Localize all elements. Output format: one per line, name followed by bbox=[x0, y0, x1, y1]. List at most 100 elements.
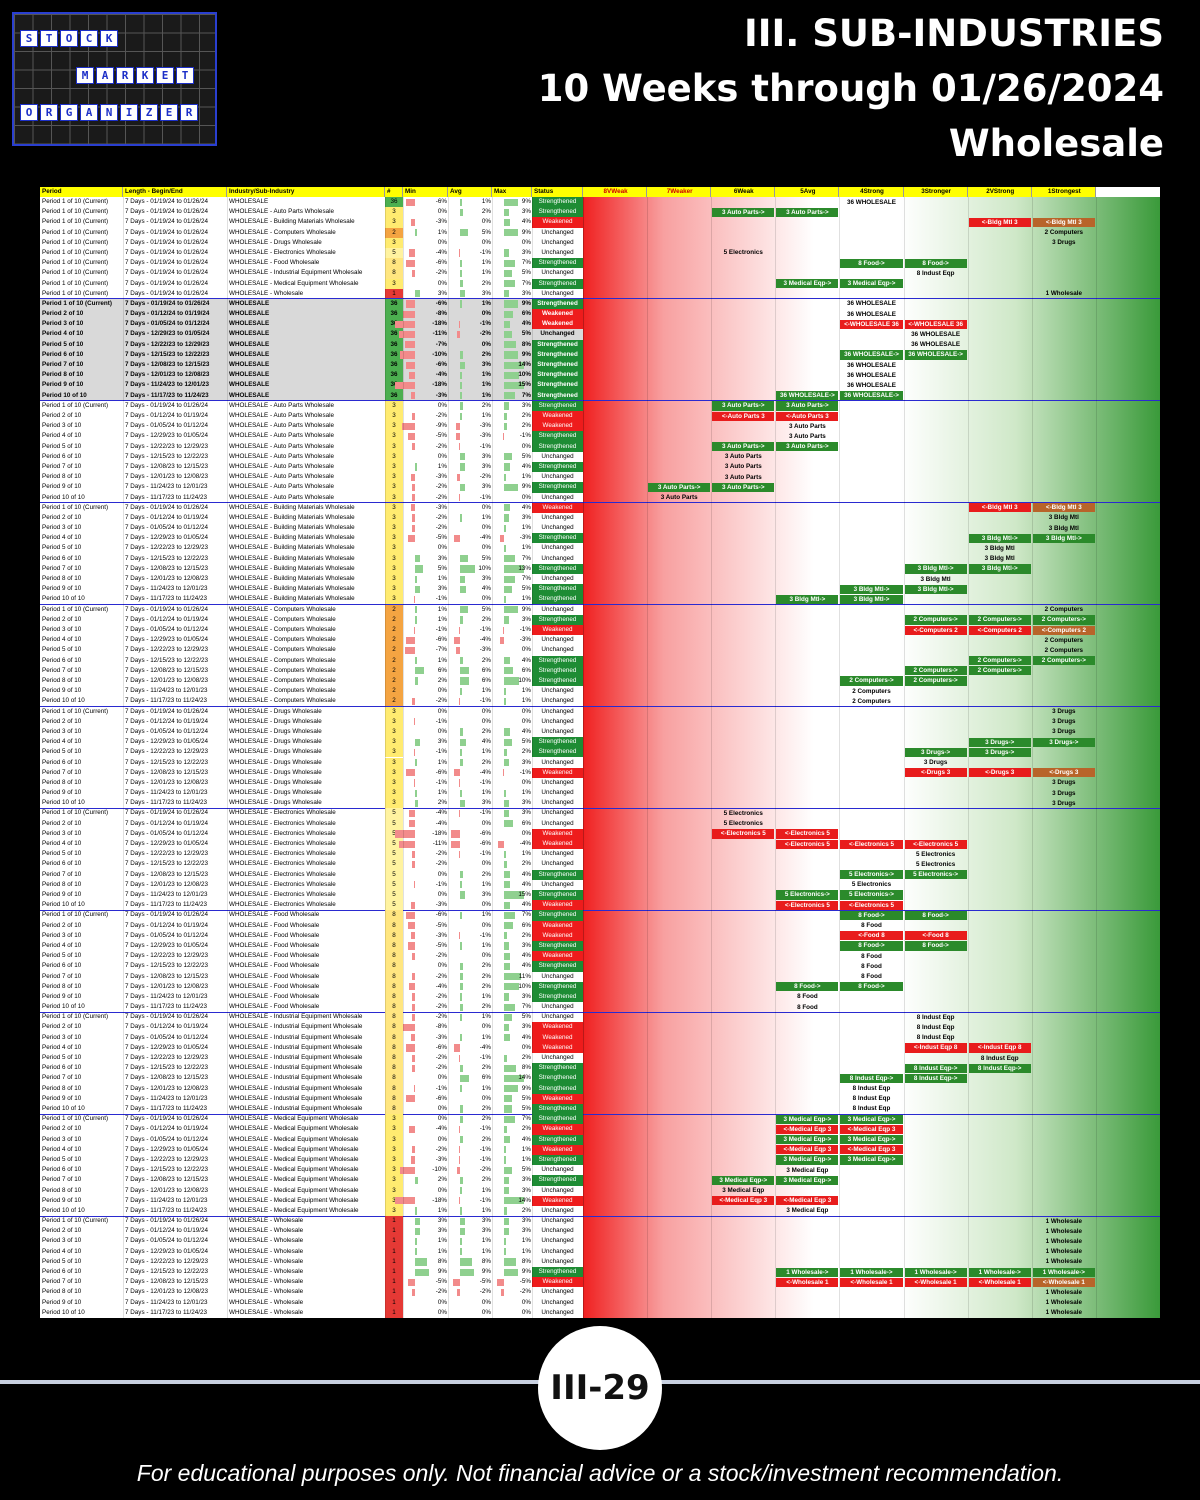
rating-cell: 36 WHOLESALE-> bbox=[840, 391, 903, 401]
cell: -3% bbox=[435, 931, 447, 939]
rating-cell: 3 Bldg Mtl bbox=[984, 544, 1015, 552]
cell: 8 bbox=[385, 920, 403, 931]
cell: Period 9 of 10 bbox=[42, 585, 82, 593]
value-bar bbox=[406, 361, 415, 369]
cell: 3% bbox=[481, 289, 491, 297]
value-bar bbox=[409, 1125, 415, 1134]
cell: Unchanged bbox=[541, 1247, 574, 1255]
cell: -1% bbox=[479, 626, 491, 634]
cell: Period 5 of 10 bbox=[42, 442, 82, 450]
value-bar bbox=[415, 759, 417, 767]
subtitle: 10 Weeks through 01/26/2024 bbox=[537, 67, 1164, 110]
cell: 7 Days - 11/17/23 to 11/24/23 bbox=[125, 493, 208, 501]
cell: 2% bbox=[481, 982, 491, 990]
rating-cell: 5 Electronics-> bbox=[840, 870, 903, 880]
cell: Period 10 of 10 bbox=[42, 493, 85, 501]
cell: -6% bbox=[435, 636, 447, 644]
cell: WHOLESALE - Industrial Equipment Wholesa… bbox=[229, 1033, 363, 1041]
cell: 1% bbox=[437, 575, 447, 583]
cell: Unchanged bbox=[541, 544, 574, 552]
cell: Unchanged bbox=[541, 860, 574, 868]
cell: 0% bbox=[437, 1135, 447, 1143]
cell: 0% bbox=[521, 442, 531, 450]
rating-cell: 5 Electronics bbox=[723, 809, 763, 817]
cell: WHOLESALE - Food Wholesale bbox=[229, 952, 320, 960]
value-bar bbox=[404, 646, 415, 655]
rating-cell: 36 WHOLESALE bbox=[847, 371, 896, 379]
cell: 7% bbox=[521, 1003, 531, 1011]
cell: 7 Days - 12/29/23 to 01/05/24 bbox=[125, 330, 210, 338]
cell: -2% bbox=[479, 330, 491, 338]
cell: 7 Days - 12/01/23 to 12/08/23 bbox=[125, 1186, 208, 1194]
rating-cell: 3 Medical Eqp-> bbox=[840, 1155, 903, 1165]
cell: 1% bbox=[437, 1237, 447, 1245]
cell: 5% bbox=[521, 738, 531, 746]
cell: 6% bbox=[481, 676, 491, 684]
column-header: 2VStrong bbox=[967, 187, 1032, 197]
cell: -2% bbox=[435, 697, 447, 705]
value-bar bbox=[410, 392, 415, 400]
rating-cell: 3 Medical Eqp bbox=[722, 1187, 765, 1195]
value-bar bbox=[504, 300, 518, 308]
value-bar bbox=[407, 922, 415, 930]
rating-cell: <-Auto Parts 3 bbox=[712, 411, 775, 421]
cell: 7 Days - 01/05/24 to 01/12/24 bbox=[125, 626, 208, 634]
cell: 4% bbox=[521, 727, 531, 735]
cell: 0% bbox=[437, 238, 447, 246]
cell: 3 bbox=[385, 492, 403, 503]
cell: Unchanged bbox=[541, 1288, 574, 1296]
rating-cell: 3 Drugs bbox=[1052, 718, 1076, 726]
cell: 9% bbox=[437, 1268, 447, 1276]
value-bar bbox=[415, 463, 417, 471]
cell: WHOLESALE - Auto Parts Wholesale bbox=[229, 208, 334, 216]
cell: WHOLESALE - Medical Equipment Wholesale bbox=[229, 1145, 359, 1153]
rating-cell: 8 Food-> bbox=[904, 910, 967, 921]
cell: Period 2 of 10 bbox=[42, 921, 82, 929]
cell: -7% bbox=[435, 646, 447, 654]
value-bar bbox=[504, 1074, 524, 1083]
cell: 7 Days - 12/15/23 to 12/22/23 bbox=[125, 1268, 208, 1276]
value-bar bbox=[504, 208, 509, 216]
rating-cell: 5 Electronics bbox=[723, 249, 763, 257]
value-bar bbox=[504, 198, 518, 206]
cell: WHOLESALE - Auto Parts Wholesale bbox=[229, 452, 334, 460]
cell: Strengthened bbox=[532, 461, 583, 473]
column-header: 5Avg bbox=[775, 187, 840, 197]
cell: 7 Days - 12/15/23 to 12/22/23 bbox=[125, 656, 208, 664]
value-bar bbox=[460, 1003, 463, 1011]
cell: Weakened bbox=[532, 1195, 583, 1206]
value-bar bbox=[504, 911, 515, 920]
value-bar bbox=[406, 300, 415, 308]
cell: Period 10 of 10 bbox=[42, 1003, 85, 1011]
cell: 3% bbox=[481, 1227, 491, 1235]
value-bar bbox=[504, 269, 512, 278]
cell: WHOLESALE - Computers Wholesale bbox=[229, 615, 336, 623]
column-divider bbox=[532, 197, 533, 1318]
cell: -1% bbox=[479, 931, 491, 939]
cell: -4% bbox=[435, 809, 447, 817]
cell: 8 bbox=[385, 1073, 403, 1084]
cell: Unchanged bbox=[541, 1166, 574, 1174]
value-bar bbox=[504, 616, 509, 624]
cell: Unchanged bbox=[541, 493, 574, 501]
cell: WHOLESALE - Electronics Wholesale bbox=[229, 870, 336, 878]
cell: WHOLESALE - Auto Parts Wholesale bbox=[229, 473, 334, 481]
cell: WHOLESALE - Auto Parts Wholesale bbox=[229, 412, 334, 419]
value-bar bbox=[460, 677, 469, 685]
value-bar bbox=[410, 218, 415, 227]
rating-cell: <-WHOLESALE 36 bbox=[904, 319, 967, 329]
value-bar bbox=[460, 300, 462, 308]
cell: Unchanged bbox=[541, 819, 574, 827]
cell: Strengthened bbox=[532, 197, 583, 208]
value-bar bbox=[460, 657, 463, 665]
cell: 8 bbox=[385, 1032, 403, 1043]
value-bar bbox=[502, 769, 504, 777]
cell: -10% bbox=[432, 1166, 447, 1174]
cell: 2 bbox=[385, 696, 403, 707]
rating-cell: 1 Wholesale-> bbox=[776, 1267, 839, 1277]
cell: WHOLESALE bbox=[229, 350, 270, 358]
cell: 2% bbox=[521, 422, 531, 430]
cell: 0% bbox=[481, 340, 491, 348]
